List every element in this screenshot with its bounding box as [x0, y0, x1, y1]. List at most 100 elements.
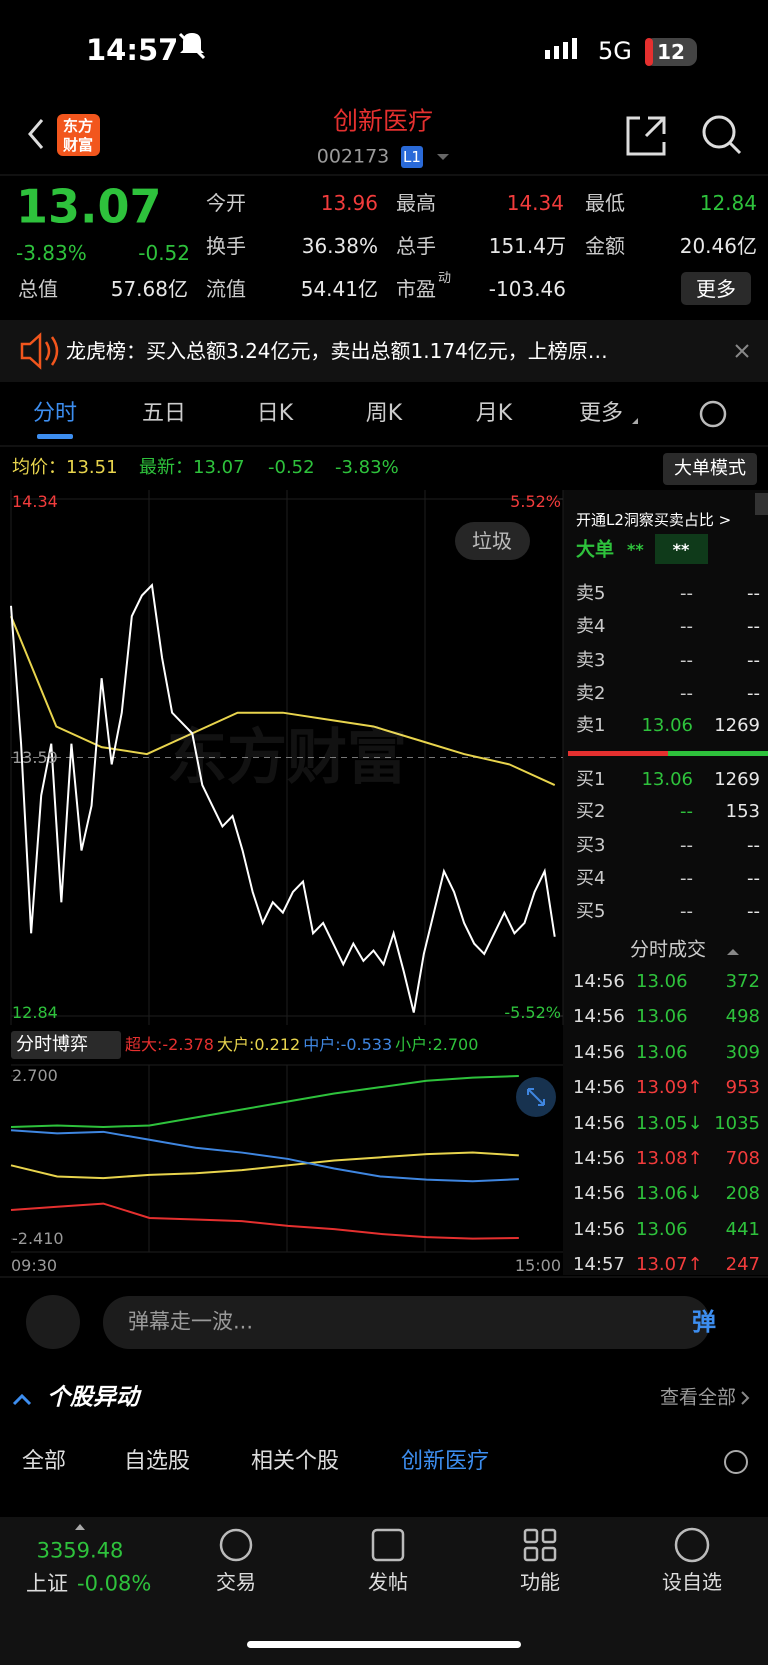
y2-tick-label: 5.52%	[510, 492, 561, 512]
search-icon[interactable]	[702, 115, 736, 149]
comment-placeholder[interactable]: 弹幕走一波...	[128, 1309, 254, 1334]
tab[interactable]: 周K	[365, 400, 403, 426]
level-label: 卖4	[576, 616, 606, 638]
flow-line	[10, 1202, 519, 1240]
level-price: --	[680, 650, 693, 672]
filter-tab[interactable]: 自选股	[124, 1448, 191, 1474]
battery-text: 12	[657, 40, 685, 64]
logo-bg	[57, 114, 100, 156]
tab[interactable]: 日K	[256, 400, 294, 426]
settings-icon[interactable]	[724, 1450, 748, 1474]
trade-time: 14:56	[573, 1218, 625, 1240]
field-value: 14.34	[506, 191, 564, 215]
nav-item[interactable]: 发帖	[368, 1570, 408, 1594]
level-label: 买3	[576, 835, 606, 857]
price-line	[10, 615, 556, 786]
share-icon[interactable]	[626, 116, 666, 156]
trade-volume: 372	[725, 971, 760, 993]
level-volume: --	[747, 835, 760, 857]
tab[interactable]: 五日	[141, 400, 187, 426]
stock-name: 创新医疗	[332, 106, 434, 136]
filter-tab[interactable]: 全部	[22, 1448, 67, 1474]
level-label: 卖3	[576, 650, 606, 672]
trade-price: 13.09↑	[636, 1077, 703, 1099]
latest-price: 最新：13.07	[139, 457, 245, 479]
trade-volume: 247	[725, 1254, 760, 1276]
nav-icons	[219, 1527, 710, 1563]
level-label: 卖2	[576, 683, 606, 705]
price: 13.07	[16, 179, 162, 234]
field-label: 今开	[206, 191, 246, 215]
level-label: 卖5	[576, 583, 606, 605]
trade-price: 13.06↓	[636, 1183, 703, 1205]
panel-close[interactable]	[755, 493, 768, 515]
comment-icon[interactable]	[26, 1295, 80, 1349]
y2-tick-label: -5.52%	[504, 1003, 561, 1023]
field-label: 换手	[206, 234, 246, 258]
section-title: 个股异动	[47, 1384, 139, 1411]
field-label: 总值	[18, 277, 58, 301]
tab-underline	[37, 434, 73, 439]
tab[interactable]: 分时	[32, 400, 78, 426]
collapse-icon[interactable]	[12, 1393, 32, 1406]
level-price: 13.06	[641, 769, 693, 791]
nav-item[interactable]: 交易	[216, 1570, 256, 1594]
trade-time: 14:56	[573, 1183, 625, 1205]
mode-button[interactable]	[663, 453, 757, 485]
trade-volume: 208	[725, 1183, 760, 1205]
big-order-value: **	[672, 540, 690, 560]
trade-price: 13.06	[636, 1218, 688, 1240]
level-volume: --	[747, 901, 760, 923]
danmaku-button[interactable]: 弹	[692, 1307, 716, 1336]
watermark: 东方财富	[167, 723, 407, 793]
filter-tab[interactable]: 创新医疗	[401, 1448, 490, 1474]
promo[interactable]: 开通L2洞察买卖占比 >	[576, 510, 732, 529]
bubble	[455, 522, 530, 560]
y-tick-label: 13.59	[12, 747, 58, 767]
more-button[interactable]	[681, 272, 751, 305]
trade-time: 14:56	[573, 1041, 625, 1063]
comment-input[interactable]	[103, 1296, 710, 1349]
filter-tab[interactable]: 相关个股	[251, 1448, 340, 1474]
more-button[interactable]: 更多	[696, 277, 736, 301]
trade-price: 13.06	[636, 971, 688, 993]
flow-selector[interactable]: 分时博弈	[16, 1034, 88, 1056]
view-all[interactable]: 查看全部	[659, 1386, 736, 1409]
level-price: 13.06	[641, 715, 693, 737]
notice: 龙虎榜：买入总额3.24亿元，卖出总额1.174亿元，上榜原…	[66, 339, 608, 363]
x-tick-label: 09:30	[11, 1256, 58, 1276]
notice-bg	[0, 320, 768, 382]
big-order-box	[655, 534, 708, 564]
nav-item[interactable]: 设自选	[662, 1570, 722, 1594]
caret	[727, 949, 739, 955]
stock-code: 002173	[316, 145, 390, 168]
field-value: 20.46亿	[679, 234, 757, 258]
field-value: 151.4万	[488, 234, 566, 258]
level-label: 卖1	[576, 715, 606, 737]
back-icon[interactable]	[28, 119, 44, 149]
ratio-bar	[568, 751, 668, 756]
caret	[75, 1524, 85, 1530]
settings-icon[interactable]	[699, 400, 727, 428]
speaker-icon	[20, 332, 59, 370]
level-volume: --	[747, 868, 760, 890]
mode-button[interactable]: 大单模式	[674, 458, 746, 480]
close-icon[interactable]	[735, 344, 749, 358]
battery-level	[645, 38, 653, 66]
level-price: --	[680, 616, 693, 638]
flow-selector[interactable]	[11, 1031, 121, 1059]
index-value: 3359.48	[36, 1538, 124, 1563]
level-label: 买4	[576, 868, 606, 890]
field-label: 市盈	[396, 277, 436, 301]
tab[interactable]: 更多	[578, 400, 624, 426]
nav-item[interactable]: 功能	[520, 1570, 560, 1594]
tab[interactable]: 月K	[475, 400, 513, 426]
latest-change: -0.52	[268, 457, 315, 479]
y-tick-label: 2.700	[12, 1066, 58, 1086]
index-change: -0.08%	[77, 1571, 152, 1596]
ratio-bar	[668, 751, 768, 756]
network: 5G	[598, 36, 632, 65]
avg-price: 均价：13.51	[12, 457, 118, 479]
legend-entry: 大户:0.212	[216, 1035, 301, 1055]
trade-time: 14:56	[573, 1006, 625, 1028]
